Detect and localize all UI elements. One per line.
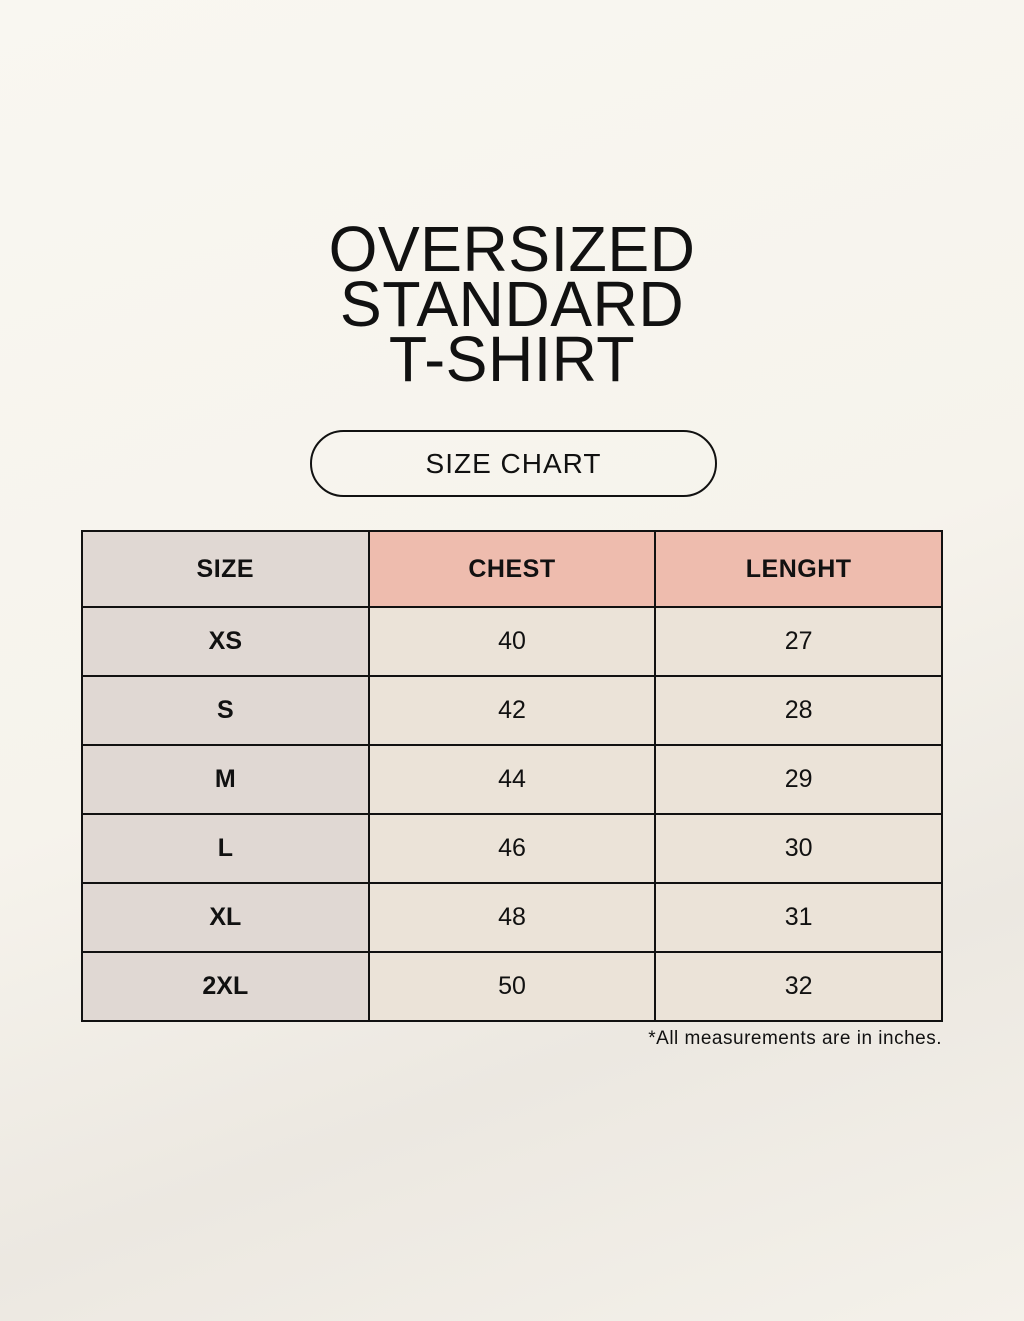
table-row: 2XL 50 32	[81, 951, 943, 1022]
table-row: XS 40 27	[81, 606, 943, 677]
table-row: M 44 29	[81, 744, 943, 815]
size-cell: L	[81, 813, 370, 884]
size-cell: S	[81, 675, 370, 746]
title-line: T-SHIRT	[388, 323, 636, 395]
length-cell: 32	[654, 951, 943, 1022]
chest-cell: 46	[367, 813, 657, 884]
size-cell: M	[81, 744, 370, 815]
title-line: OVERSIZED	[328, 213, 696, 285]
size-cell: 2XL	[81, 951, 370, 1022]
length-cell: 28	[654, 675, 943, 746]
measurement-note: *All measurements are in inches.	[648, 1028, 942, 1049]
table-row: L 46 30	[81, 813, 943, 884]
chest-cell: 44	[367, 744, 657, 815]
chest-cell: 50	[367, 951, 657, 1022]
length-cell: 27	[654, 606, 943, 677]
size-cell: XS	[81, 606, 370, 677]
chest-cell: 40	[367, 606, 657, 677]
header-chest: CHEST	[367, 530, 657, 608]
table-row: XL 48 31	[81, 882, 943, 953]
size-cell: XL	[81, 882, 370, 953]
header-size: SIZE	[81, 530, 370, 608]
title-line: STANDARD	[339, 268, 685, 340]
size-chart-badge: SIZE CHART	[310, 430, 717, 497]
chest-cell: 48	[367, 882, 657, 953]
length-cell: 30	[654, 813, 943, 884]
size-table: SIZE CHEST LENGHT XS 40 27 S 42 28 M 44 29 L 46 30 X…	[81, 530, 943, 1022]
length-cell: 31	[654, 882, 943, 953]
table-row: S 42 28	[81, 675, 943, 746]
page-title: OVERSIZED STANDARD T-SHIRT	[0, 213, 1024, 395]
header-length: LENGHT	[654, 530, 943, 608]
length-cell: 29	[654, 744, 943, 815]
chest-cell: 42	[367, 675, 657, 746]
